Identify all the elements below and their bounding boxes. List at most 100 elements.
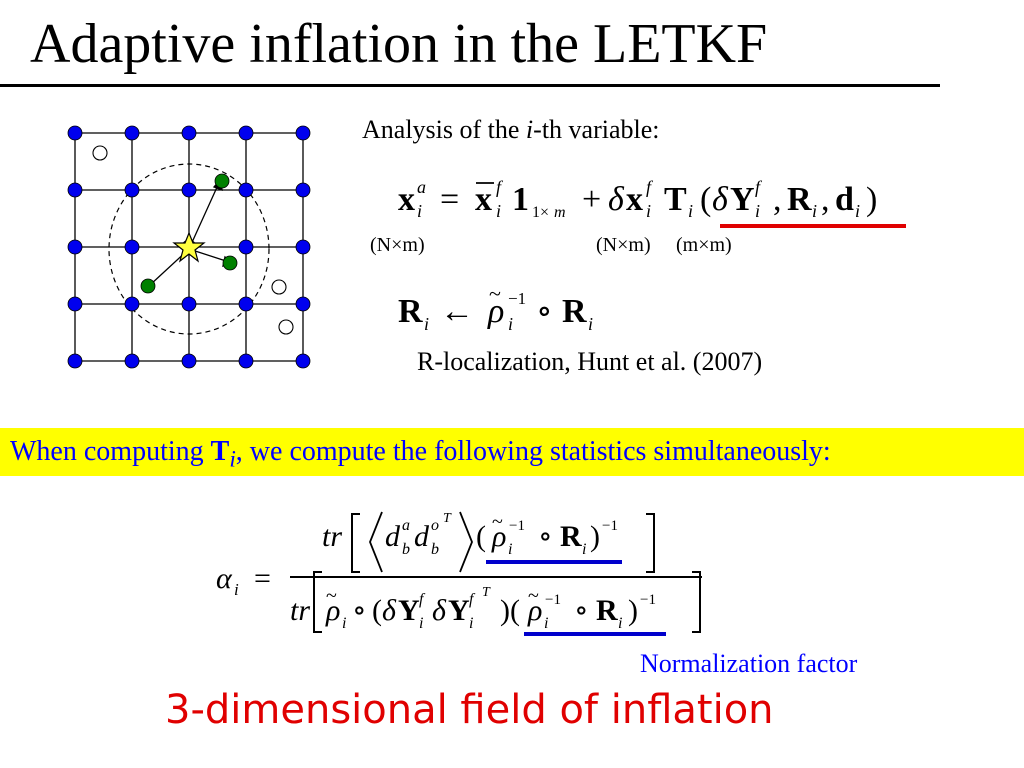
used-observations bbox=[140, 173, 238, 294]
svg-text:m: m bbox=[554, 204, 566, 221]
svg-text:i: i bbox=[646, 201, 651, 221]
svg-text:=: = bbox=[254, 562, 271, 595]
svg-text:R: R bbox=[560, 520, 582, 553]
svg-text:(: ( bbox=[700, 181, 711, 218]
dim-label-right: (m×m) bbox=[676, 234, 732, 256]
svg-text:−1: −1 bbox=[545, 592, 561, 608]
svg-text:+: + bbox=[582, 181, 601, 218]
svg-text:tr: tr bbox=[322, 520, 342, 553]
svg-text:b: b bbox=[431, 541, 439, 558]
svg-text:o: o bbox=[431, 517, 439, 534]
svg-text:~: ~ bbox=[528, 585, 539, 607]
svg-text:=: = bbox=[440, 181, 459, 218]
svg-text:~: ~ bbox=[326, 585, 337, 607]
svg-text:i: i bbox=[508, 541, 512, 558]
svg-text:d: d bbox=[385, 520, 401, 553]
svg-text:δ: δ bbox=[382, 594, 397, 627]
svg-text:T: T bbox=[443, 511, 452, 526]
svg-text:f: f bbox=[469, 591, 476, 608]
inflation-equation: α i = tr d a b d o T b ( ρ ~ −1 i ∘ R i … bbox=[216, 511, 702, 636]
title-underline bbox=[0, 84, 940, 87]
svg-text:∘: ∘ bbox=[352, 594, 367, 627]
svg-text:R: R bbox=[562, 293, 587, 330]
svg-text:x: x bbox=[398, 181, 415, 218]
svg-text:i: i bbox=[855, 201, 860, 221]
svg-text:α: α bbox=[216, 562, 233, 595]
svg-text:ρ: ρ bbox=[325, 594, 340, 627]
localization-diagram bbox=[67, 125, 311, 369]
svg-text:δ: δ bbox=[712, 181, 729, 218]
svg-text:ρ: ρ bbox=[527, 594, 542, 627]
headline: 3-dimensional field of inflation bbox=[165, 687, 774, 733]
svg-text:←: ← bbox=[440, 293, 474, 330]
svg-text:−1: −1 bbox=[508, 289, 526, 308]
highlight-banner: When computing Ti, we compute the follow… bbox=[0, 428, 1024, 476]
svg-text:−1: −1 bbox=[602, 518, 618, 534]
svg-text:)(: )( bbox=[500, 594, 520, 627]
svg-text:i: i bbox=[588, 314, 593, 334]
svg-text:): ) bbox=[590, 520, 600, 553]
banner-text: When computing Ti, we compute the follow… bbox=[10, 436, 831, 473]
svg-text:i: i bbox=[544, 615, 548, 632]
unused-observations bbox=[92, 145, 294, 335]
svg-text:d: d bbox=[835, 181, 854, 218]
svg-text:f: f bbox=[496, 177, 504, 197]
svg-text:(: ( bbox=[372, 594, 382, 627]
svg-text:i: i bbox=[496, 201, 501, 221]
svg-text:Y: Y bbox=[398, 594, 420, 627]
svg-text:i: i bbox=[582, 541, 586, 558]
grid-nodes bbox=[67, 125, 311, 369]
svg-text:a: a bbox=[402, 517, 410, 534]
svg-text:b: b bbox=[402, 541, 410, 558]
svg-text:): ) bbox=[866, 181, 877, 218]
svg-text:δ: δ bbox=[608, 181, 625, 218]
svg-text:−1: −1 bbox=[509, 518, 525, 534]
svg-text:i: i bbox=[234, 580, 239, 599]
svg-text:~: ~ bbox=[489, 281, 501, 306]
svg-text:R: R bbox=[596, 594, 618, 627]
svg-text:i: i bbox=[469, 615, 473, 632]
reference-note: R-localization, Hunt et al. (2007) bbox=[417, 347, 763, 376]
slide-title: Adaptive inflation in the LETKF bbox=[30, 13, 768, 75]
svg-text:T: T bbox=[482, 585, 491, 600]
svg-text:): ) bbox=[628, 594, 638, 627]
circle-icon bbox=[278, 319, 294, 335]
normalization-label: Normalization factor bbox=[640, 649, 858, 678]
dim-label-mid: (N×m) bbox=[596, 234, 651, 256]
svg-text:f: f bbox=[419, 591, 426, 608]
svg-text:1×: 1× bbox=[532, 204, 549, 221]
circle-icon bbox=[271, 279, 287, 295]
svg-text:(: ( bbox=[476, 520, 486, 553]
svg-text:a: a bbox=[417, 177, 426, 197]
localization-equation: R i ← ρ ~ −1 i ∘ R i bbox=[398, 281, 593, 334]
svg-text:i: i bbox=[618, 615, 622, 632]
analysis-caption: Analysis of the i-th variable: bbox=[362, 115, 660, 144]
svg-text:x: x bbox=[626, 181, 643, 218]
svg-text:T: T bbox=[664, 181, 687, 218]
svg-text:f: f bbox=[755, 177, 763, 197]
svg-text:i: i bbox=[755, 201, 760, 221]
svg-text:∘: ∘ bbox=[538, 520, 553, 553]
svg-text:i: i bbox=[417, 201, 422, 221]
svg-text:i: i bbox=[342, 615, 346, 632]
svg-text:∘: ∘ bbox=[536, 293, 553, 330]
star-icon bbox=[172, 231, 206, 263]
svg-text:,: , bbox=[773, 181, 782, 218]
svg-text:i: i bbox=[424, 314, 429, 334]
svg-text:d: d bbox=[414, 520, 430, 553]
svg-text:∘: ∘ bbox=[574, 594, 589, 627]
dim-label-left: (N×m) bbox=[370, 234, 425, 256]
svg-text:R: R bbox=[787, 181, 812, 218]
svg-text:i: i bbox=[419, 615, 423, 632]
svg-text:i: i bbox=[508, 314, 513, 334]
analysis-equation: x a i = x f i 1 1× m + δ x f i T i ( δ Y… bbox=[370, 177, 906, 256]
svg-text:~: ~ bbox=[492, 511, 503, 533]
circle-icon bbox=[92, 145, 108, 161]
svg-text:,: , bbox=[821, 181, 830, 218]
svg-text:δ: δ bbox=[432, 594, 447, 627]
localization-radius bbox=[108, 163, 270, 335]
svg-text:ρ: ρ bbox=[491, 520, 506, 553]
svg-text:i: i bbox=[688, 201, 693, 221]
svg-text:tr: tr bbox=[290, 594, 310, 627]
svg-text:Y: Y bbox=[730, 181, 755, 218]
